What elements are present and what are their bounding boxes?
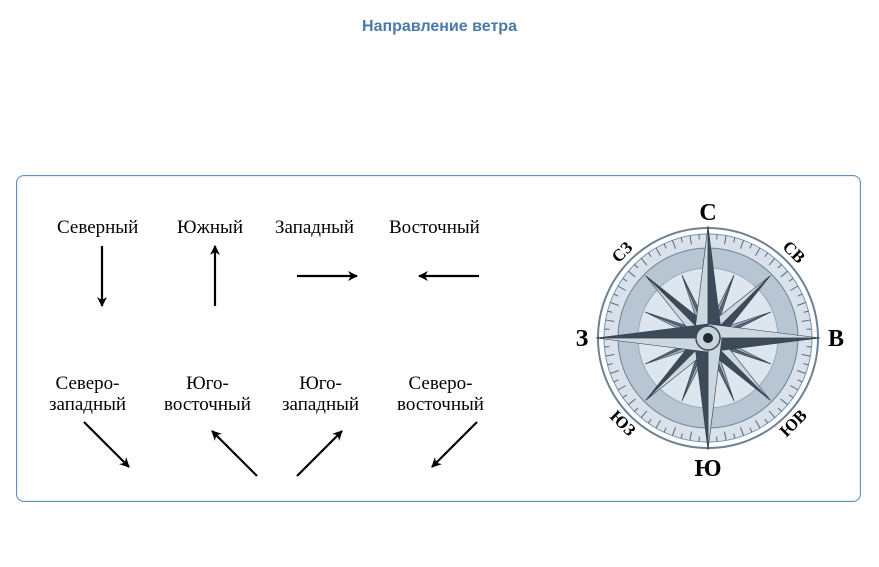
arrow-southwest <box>297 431 342 476</box>
compass-rose: С Ю З В СЗ СВ ЮЗ ЮВ <box>563 193 853 483</box>
arrow-northwest <box>84 422 129 467</box>
compass-label-e: В <box>828 326 844 352</box>
compass-label-ne: СВ <box>779 237 809 267</box>
compass-label-n: С <box>699 200 716 226</box>
compass-label-s: Ю <box>694 456 721 482</box>
arrow-southeast <box>212 431 257 476</box>
arrows-layer <box>17 176 557 501</box>
compass-label-w: З <box>576 326 589 352</box>
diagram-card: Северный Южный Западный Восточный Северо… <box>16 175 861 502</box>
page-title: Направление ветра <box>0 18 879 36</box>
compass-label-nw: СЗ <box>608 238 636 266</box>
diagram-inner: Северный Южный Западный Восточный Северо… <box>17 176 860 501</box>
arrow-northeast <box>432 422 477 467</box>
